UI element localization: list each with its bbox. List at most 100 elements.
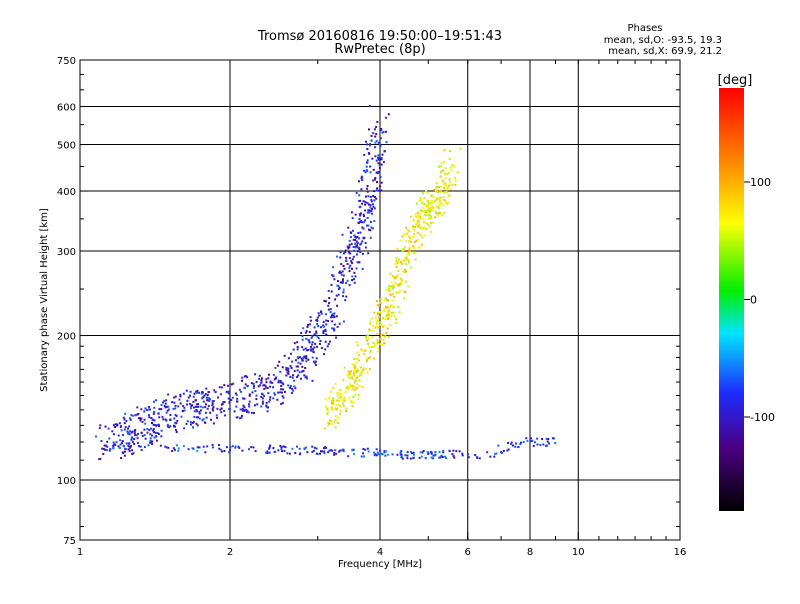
data-point [389, 272, 392, 275]
data-point [272, 397, 275, 400]
data-point [169, 414, 172, 416]
data-point [222, 401, 225, 404]
data-point [265, 381, 268, 384]
data-point [415, 216, 418, 218]
data-point [413, 453, 415, 456]
data-point [333, 278, 336, 281]
data-point [317, 312, 320, 315]
data-point [378, 164, 381, 167]
data-point [351, 217, 354, 220]
data-point [251, 391, 254, 394]
data-point [143, 428, 146, 431]
data-point [327, 343, 330, 345]
data-point [341, 233, 344, 236]
data-point [105, 449, 108, 452]
data-point [358, 206, 361, 209]
data-point [196, 446, 199, 449]
data-point [519, 443, 522, 446]
data-point [328, 422, 331, 425]
data-point [444, 177, 447, 180]
data-point [320, 450, 322, 453]
data-point [338, 287, 341, 289]
data-point [134, 428, 137, 431]
data-point [263, 388, 266, 390]
data-point [410, 266, 413, 269]
data-point [279, 391, 282, 394]
data-point [395, 291, 398, 294]
data-point [338, 322, 341, 325]
data-point [444, 172, 447, 175]
data-point [144, 437, 147, 440]
data-point [447, 195, 450, 198]
data-point [367, 152, 370, 155]
data-point [418, 245, 421, 248]
data-point [137, 432, 139, 435]
data-point [391, 453, 394, 456]
data-point [299, 356, 301, 359]
data-point [439, 185, 442, 188]
data-point [342, 402, 344, 405]
data-point [141, 434, 144, 437]
data-point [382, 317, 385, 319]
data-point [429, 230, 432, 233]
data-point [368, 368, 371, 371]
data-point [454, 179, 457, 182]
data-point [196, 389, 199, 392]
data-point [292, 348, 295, 351]
data-point [153, 419, 156, 422]
data-point [281, 402, 284, 405]
data-point [333, 453, 336, 456]
data-point [128, 417, 131, 420]
data-point [173, 396, 176, 399]
data-point [316, 318, 319, 321]
data-point [344, 249, 347, 252]
data-point [220, 407, 223, 410]
data-point [364, 242, 367, 244]
data-point [311, 445, 314, 448]
data-point [353, 386, 356, 389]
data-point [377, 346, 380, 349]
data-point [164, 406, 167, 409]
data-point [428, 207, 431, 210]
x-tick-label: 2 [227, 547, 233, 558]
data-point [121, 451, 124, 454]
data-point [193, 406, 196, 409]
data-point [341, 449, 344, 452]
data-point [420, 209, 422, 212]
data-point [336, 392, 339, 395]
data-point [373, 454, 376, 457]
data-point [299, 452, 302, 455]
data-point [416, 212, 419, 215]
data-point [146, 431, 149, 434]
data-point [367, 450, 370, 453]
data-point [153, 406, 156, 409]
data-point [357, 232, 360, 234]
data-point [235, 393, 238, 396]
data-point [372, 132, 375, 135]
data-point [385, 306, 388, 309]
data-point [277, 449, 280, 452]
data-point [119, 443, 122, 446]
data-point [507, 442, 509, 444]
data-point [421, 192, 424, 195]
data-point [532, 445, 535, 447]
data-point [291, 376, 294, 379]
data-point [389, 306, 392, 309]
data-point [354, 372, 357, 374]
data-point [219, 408, 222, 411]
data-point [131, 449, 134, 452]
data-point [241, 409, 244, 412]
data-point [374, 452, 377, 455]
data-point [311, 348, 314, 351]
data-point [328, 297, 331, 299]
data-point [130, 445, 133, 448]
data-point [145, 409, 148, 411]
data-point [350, 231, 353, 234]
data-point [306, 451, 309, 454]
data-point [202, 400, 205, 403]
data-point [183, 427, 186, 430]
data-point [400, 262, 403, 265]
data-point [367, 224, 370, 227]
data-point [151, 434, 153, 437]
